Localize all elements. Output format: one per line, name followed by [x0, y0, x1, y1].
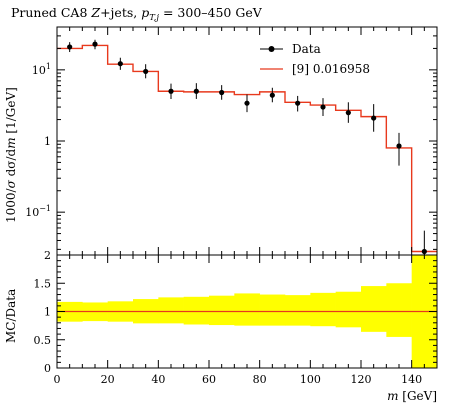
data-points-layer	[67, 39, 427, 276]
data-point	[193, 88, 199, 94]
ratio-y-tick-label: 2	[44, 249, 51, 262]
main-frame	[56, 26, 438, 256]
ylabel-part-a: 1000/	[4, 187, 18, 223]
ratio-panel: 0 0.5 1 1.5 2 0 20 40 60 80 100 120 140	[34, 249, 438, 386]
legend-data-marker	[268, 46, 275, 52]
ratio-uncertainty-bin	[310, 292, 336, 327]
ratio-uncertainty-bin	[285, 295, 311, 326]
legend-mc-label: [9] 0.016958	[292, 62, 370, 76]
ratio-uncertainty-bin	[158, 297, 184, 324]
y-tick-label-base: 10	[32, 64, 46, 77]
ratio-uncertainty-bin	[183, 296, 210, 325]
data-point	[396, 143, 402, 149]
data-point	[117, 61, 123, 67]
ylabel-part-c: [1/GeV]	[4, 87, 18, 137]
ratio-x-axis: 0 20 40 60 80 100 120 140	[54, 255, 438, 386]
x-tick-label: 120	[351, 373, 372, 386]
y-tick-label-exp: 1	[46, 62, 51, 71]
x-tick-label: 80	[253, 373, 267, 386]
x-tick-label: 40	[151, 373, 165, 386]
y-tick-label-base: 10	[25, 206, 39, 219]
data-point	[143, 68, 149, 75]
mc-step-line	[57, 44, 437, 253]
data-point	[92, 41, 98, 47]
ratio-y-tick-label: 0	[44, 362, 51, 375]
y-tick-label: 1	[44, 135, 51, 148]
xlabel-unit: [GeV]	[398, 389, 437, 403]
y-tick-label-exp: −1	[39, 204, 51, 213]
title-range: = 300–450 GeV	[159, 5, 263, 20]
x-tick-label: 20	[101, 373, 115, 386]
data-point	[67, 44, 73, 50]
ratio-uncertainty-bin	[209, 295, 235, 326]
x-tick-label: 100	[300, 373, 321, 386]
x-tick-label: 60	[202, 373, 216, 386]
data-point	[269, 92, 275, 98]
mc-histogram-layer	[57, 44, 437, 253]
ylabel-m: m	[4, 137, 18, 148]
data-point	[244, 100, 250, 106]
y-tick-label: 10−1	[25, 204, 51, 219]
y-tick-label: 101	[32, 62, 51, 77]
main-y-axis-label: 1000/σ dσ/dm [1/GeV]	[4, 87, 18, 223]
title-sub: T,j	[149, 13, 159, 23]
ratio-y-axis-label: MC/Data	[4, 289, 18, 343]
ratio-y-tick-label: 0.5	[34, 334, 52, 347]
legend: Data [9] 0.016958	[260, 42, 370, 76]
title-prefix: Pruned CA8	[11, 5, 91, 20]
title-mid: +jets,	[100, 5, 141, 20]
ratio-y-tick-label: 1.5	[34, 277, 52, 290]
title-z: Z	[90, 5, 100, 20]
x-axis-label: m [GeV]	[387, 389, 437, 403]
chart-title: Pruned CA8 Z+jets, pT,j = 300–450 GeV	[11, 5, 263, 23]
ylabel-part-b: dσ/d	[4, 148, 18, 180]
xlabel-m: m	[387, 389, 398, 403]
ratio-uncertainty-bin	[335, 291, 362, 328]
ratio-uncertainty-bin	[234, 293, 260, 326]
data-point	[219, 89, 225, 96]
ylabel-sigma: σ	[4, 179, 18, 188]
x-tick-label: 140	[401, 373, 422, 386]
title-pt: p	[141, 5, 149, 20]
y-tick-label-value: 1	[44, 135, 51, 148]
data-point	[168, 88, 174, 94]
ratio-uncertainty-bin	[361, 286, 387, 332]
ratio-y-tick-label: 1	[44, 306, 51, 319]
data-point	[345, 110, 351, 116]
main-x-ticks	[56, 27, 438, 255]
legend-data-label: Data	[292, 42, 321, 56]
data-point	[295, 100, 301, 106]
data-point	[371, 115, 377, 121]
data-point	[320, 104, 326, 110]
x-tick-label: 0	[54, 373, 61, 386]
ratio-uncertainty-bin	[259, 294, 286, 326]
ratio-uncertainty-bin	[386, 283, 412, 337]
ratio-y-axis: 0 0.5 1 1.5 2	[34, 249, 437, 375]
